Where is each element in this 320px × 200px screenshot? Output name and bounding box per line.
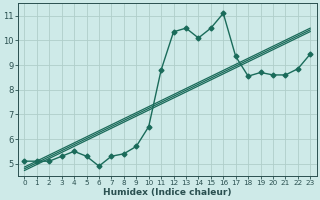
X-axis label: Humidex (Indice chaleur): Humidex (Indice chaleur) — [103, 188, 232, 197]
